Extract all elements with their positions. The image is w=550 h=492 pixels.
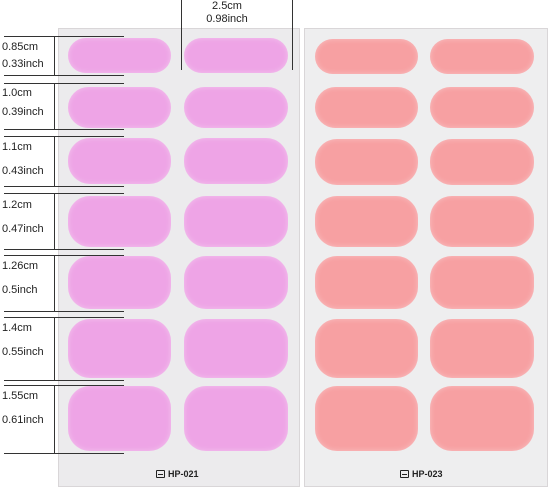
- measure-vline: [54, 255, 55, 311]
- top-width-label: 2.5cm 0.98inch: [192, 0, 262, 26]
- nail-strip-pink: [184, 196, 288, 247]
- top-width-cm: 2.5cm: [212, 0, 242, 12]
- nail-strip-pink: [68, 38, 171, 73]
- top-width-inch: 0.98inch: [206, 13, 248, 25]
- nail-strip-pink: [68, 138, 171, 184]
- nail-strip-peach: [430, 196, 534, 247]
- measure-vline: [54, 36, 55, 75]
- size-cm: 0.85cm: [2, 41, 39, 53]
- measure-line: [4, 385, 124, 386]
- nail-strip-peach: [430, 87, 534, 128]
- measure-line: [4, 249, 124, 250]
- size-label-5: 1.26cm 0.5inch: [2, 260, 38, 297]
- measure-line: [4, 136, 124, 137]
- nail-strip-peach: [315, 196, 418, 247]
- size-label-1: 0.85cm 0.33inch: [2, 41, 44, 71]
- measure-line: [4, 311, 124, 312]
- measure-line: [4, 75, 124, 76]
- measure-vline: [54, 136, 55, 186]
- size-inch: 0.39inch: [2, 106, 44, 118]
- measure-line: [4, 380, 124, 381]
- nail-strip-pink: [68, 196, 171, 247]
- nail-strip-peach: [315, 256, 418, 309]
- size-cm: 1.4cm: [2, 322, 32, 334]
- measure-line: [4, 255, 124, 256]
- measure-vline: [54, 317, 55, 380]
- nail-strip-pink: [68, 386, 171, 451]
- measure-line: [4, 186, 124, 187]
- nail-strip-pink: [184, 38, 288, 73]
- nail-strip-peach: [430, 319, 534, 378]
- product-code-text: HP-021: [168, 469, 199, 479]
- nail-strip-pink: [184, 386, 288, 451]
- size-cm: 1.0cm: [2, 87, 32, 99]
- nail-strip-peach: [315, 87, 418, 128]
- nail-strip-pink: [68, 87, 171, 128]
- size-inch: 0.5inch: [2, 284, 38, 296]
- measure-line: [4, 193, 124, 194]
- size-cm: 1.1cm: [2, 141, 32, 153]
- measure-vline: [54, 385, 55, 453]
- nail-strip-peach: [315, 39, 418, 74]
- size-cm: 1.26cm: [2, 260, 39, 272]
- size-label-6: 1.4cm 0.55inch: [2, 322, 44, 359]
- top-width-line-left: [181, 0, 182, 70]
- nail-strip-pink: [68, 256, 171, 309]
- brand-logo-icon: [156, 470, 165, 478]
- measure-line: [4, 129, 124, 130]
- nail-strip-pink: [184, 87, 288, 128]
- size-label-3: 1.1cm 0.43inch: [2, 141, 44, 178]
- measure-vline: [54, 83, 55, 129]
- size-cm: 1.55cm: [2, 390, 39, 402]
- measure-line: [4, 453, 124, 454]
- nail-strip-pink: [184, 256, 288, 309]
- nail-strip-peach: [430, 386, 534, 451]
- size-label-4: 1.2cm 0.47inch: [2, 199, 44, 236]
- nail-strip-peach: [430, 256, 534, 309]
- nail-strip-peach: [315, 139, 418, 185]
- nail-strip-peach: [430, 39, 534, 74]
- size-inch: 0.61inch: [2, 414, 44, 426]
- measure-line: [4, 317, 124, 318]
- size-label-7: 1.55cm 0.61inch: [2, 390, 44, 427]
- size-inch: 0.33inch: [2, 58, 44, 70]
- nail-strip-peach: [315, 386, 418, 451]
- nail-strip-pink: [184, 138, 288, 184]
- size-inch: 0.55inch: [2, 346, 44, 358]
- nail-strip-peach: [315, 319, 418, 378]
- product-code-right: HP-023: [400, 469, 443, 479]
- nail-strip-pink: [184, 319, 288, 378]
- measure-vline: [54, 193, 55, 249]
- top-width-line-right: [292, 0, 293, 70]
- measure-line: [4, 36, 124, 37]
- measure-line: [4, 83, 124, 84]
- product-code-left: HP-021: [156, 469, 199, 479]
- size-inch: 0.47inch: [2, 223, 44, 235]
- size-cm: 1.2cm: [2, 199, 32, 211]
- size-inch: 0.43inch: [2, 165, 44, 177]
- brand-logo-icon: [400, 470, 409, 478]
- product-code-text: HP-023: [412, 469, 443, 479]
- nail-strip-pink: [68, 319, 171, 378]
- size-label-2: 1.0cm 0.39inch: [2, 87, 44, 119]
- nail-strip-peach: [430, 139, 534, 185]
